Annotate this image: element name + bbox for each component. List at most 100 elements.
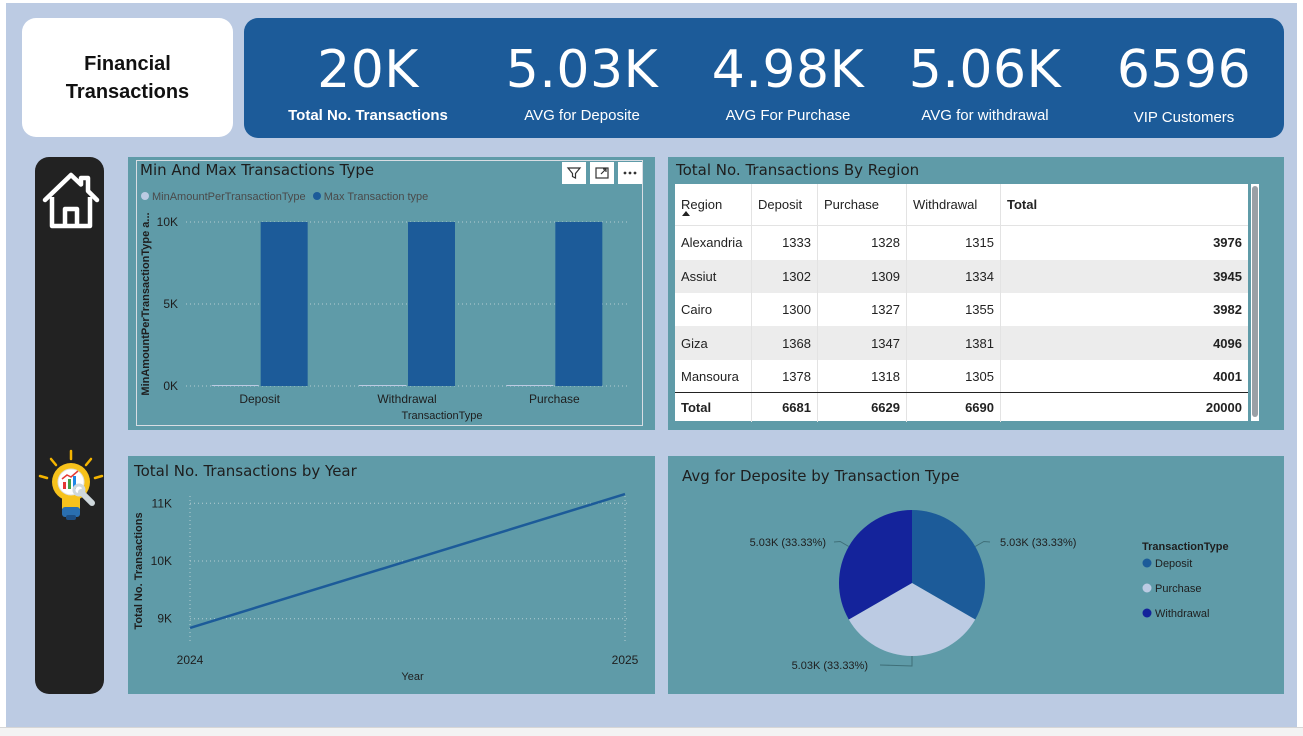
value-cell: 6690 (906, 393, 1000, 422)
data-label: 5.03K (33.33%) (792, 660, 868, 672)
legend-dot (312, 192, 321, 200)
legend-item-max[interactable]: Max Transaction type (312, 191, 428, 203)
leader-line (974, 540, 991, 547)
table-total-row: Total 6681 6629 6690 20000 (675, 392, 1248, 422)
kpi-value: 5.06K (908, 40, 1062, 100)
value-cell: 20000 (1000, 393, 1248, 422)
x-tick-label: Withdrawal (377, 392, 436, 406)
y-axis-label: Total No. Transactions (133, 512, 145, 629)
filter-icon[interactable] (562, 162, 586, 184)
bar-max-deposit (260, 222, 308, 386)
region-cell: Alexandria (681, 235, 743, 250)
sidebar (35, 157, 104, 694)
region-cell: Cairo (681, 302, 713, 317)
kpi-avg-deposit: 5.03K AVG for Deposite (492, 18, 672, 138)
column-header-withdrawal[interactable]: Withdrawal (906, 184, 1000, 225)
region-cell: Assiut (681, 269, 717, 284)
year-line-panel (128, 456, 655, 694)
table-scrollbar[interactable] (1252, 186, 1258, 417)
year-line-chart: 11K 10K 9K 2024 2025 Year Total No. Transactio… (133, 492, 639, 683)
kpi-value: 20K (317, 40, 419, 100)
value-cell: 1315 (906, 225, 1000, 260)
legend-dot (1142, 583, 1152, 593)
line-series (189, 492, 626, 630)
value-cell: 1305 (906, 360, 1000, 392)
x-tick-label: Purchase (529, 392, 580, 406)
x-axis-label: Year (401, 671, 424, 683)
region-cell: Mansoura (681, 368, 739, 384)
value-cell: 1300 (751, 293, 817, 326)
region-table: Region Deposit Purchase Withdrawal Total Alex… (675, 184, 1248, 422)
page-footer-strip (0, 727, 1303, 736)
column-header-total[interactable]: Total (1000, 184, 1248, 225)
value-cell: 1378 (751, 360, 817, 392)
min-max-bar-chart: MinAmountPerTransactionType a... 10K 5K 0K D… (140, 212, 628, 422)
report-title: Financial Transactions (65, 52, 190, 103)
y-tick-label: 5K (163, 297, 178, 311)
table-row[interactable]: Giza 1368 1347 1381 4096 (675, 326, 1248, 360)
min-max-title: Min And Max Transactions Type (140, 161, 375, 179)
x-tick-label: 2024 (177, 653, 204, 667)
x-tick-label: 2025 (612, 653, 639, 667)
kpi-avg-withdrawal: 5.06K AVG for withdrawal (895, 18, 1075, 138)
table-header-row: Region Deposit Purchase Withdrawal Total (675, 184, 1248, 226)
value-cell: 1355 (906, 293, 1000, 326)
region-table-title: Total No. Transactions By Region (676, 161, 920, 179)
kpi-avg-purchase: 4.98K AVG For Purchase (698, 18, 878, 138)
min-max-legend: MinAmountPerTransactionType Max Transact… (141, 191, 428, 203)
value-cell: 4001 (1000, 360, 1248, 392)
sort-ascending-icon[interactable] (682, 211, 690, 216)
home-icon[interactable] (41, 169, 101, 231)
x-axis-label: TransactionType (402, 410, 483, 422)
column-header-region[interactable]: Region (681, 197, 723, 212)
pie-slice-withdrawal (839, 510, 912, 620)
x-tick-label: Deposit (239, 392, 280, 406)
table-row[interactable]: Assiut 1302 1309 1334 3945 (675, 260, 1248, 293)
legend-item-min[interactable]: MinAmountPerTransactionType (141, 191, 306, 203)
legend-label: Purchase (1155, 583, 1201, 595)
value-cell: 3976 (1000, 225, 1248, 260)
kpi-label: AVG For Purchase (725, 107, 851, 124)
legend-title: TransactionType (1142, 541, 1229, 553)
year-line-title: Total No. Transactions by Year (134, 462, 357, 480)
y-axis-label: MinAmountPerTransactionType a... (140, 212, 152, 395)
value-cell: 1368 (751, 326, 817, 360)
legend-label: MinAmountPerTransactionType (152, 191, 306, 203)
kpi-label: Total No. Transactions (288, 107, 448, 124)
value-cell: 1333 (751, 225, 817, 260)
value-cell: 1334 (906, 260, 1000, 293)
bar-max-withdrawal (408, 222, 455, 386)
kpi-value: 5.03K (505, 40, 659, 100)
kpi-label: AVG for Deposite (524, 107, 640, 124)
data-label: 5.03K (33.33%) (1000, 537, 1076, 549)
kpi-value: 6596 (1116, 40, 1252, 100)
value-cell: 6629 (817, 393, 906, 422)
table-row[interactable]: Cairo 1300 1327 1355 3982 (675, 293, 1248, 326)
value-cell: 1302 (751, 260, 817, 293)
column-header-purchase[interactable]: Purchase (817, 184, 906, 225)
kpi-value: 4.98K (711, 40, 865, 100)
legend-dot (1142, 608, 1152, 618)
value-cell: 1318 (817, 360, 906, 392)
y-tick-label: 10K (157, 215, 178, 229)
bar-min-purchase (506, 385, 554, 386)
panel-focus-border (136, 160, 643, 426)
legend-dot (141, 192, 149, 200)
leader-line (879, 656, 913, 667)
value-cell: 1327 (817, 293, 906, 326)
focus-mode-icon[interactable] (590, 162, 614, 184)
table-row[interactable]: Alexandria 1333 1328 1315 3976 (675, 225, 1248, 260)
y-tick-label: 0K (163, 379, 178, 393)
more-options-icon[interactable] (618, 162, 642, 184)
value-cell: 1381 (906, 326, 1000, 360)
report-title-card: Financial Transactions (22, 18, 233, 137)
column-header-deposit[interactable]: Deposit (751, 184, 817, 225)
value-cell: 4096 (1000, 326, 1248, 360)
bar-min-withdrawal (359, 385, 406, 386)
value-cell: 1328 (817, 225, 906, 260)
table-row[interactable]: Mansoura 1378 1318 1305 4001 (675, 360, 1248, 392)
kpi-label: VIP Customers (1133, 109, 1235, 126)
region-cell: Total (681, 400, 712, 415)
lightbulb-chart-icon[interactable] (35, 449, 107, 529)
data-label: 5.03K (33.33%) (750, 537, 826, 549)
